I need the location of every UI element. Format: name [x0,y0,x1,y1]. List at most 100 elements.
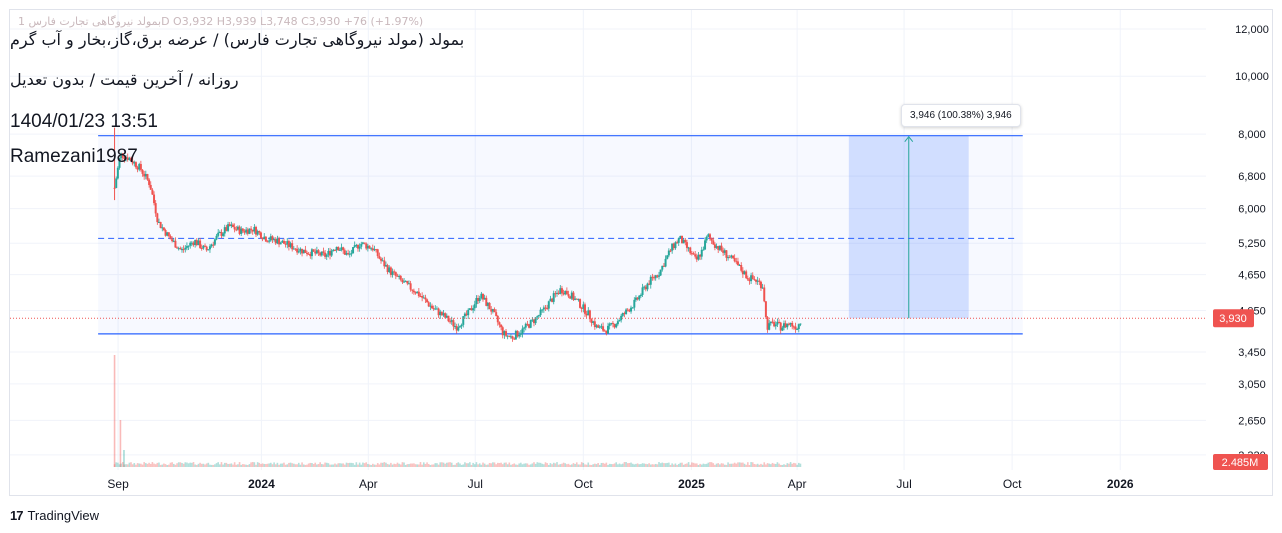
volume-bar [242,464,244,467]
candle-body [764,301,767,318]
volume-bar [373,464,376,467]
candle-body [126,157,129,160]
volume-bar [342,463,344,467]
candle-body [542,307,545,310]
candle-body [383,260,386,267]
candle-body [486,302,489,306]
candle-body [738,265,741,267]
x-axis-tick-label: Jul [468,477,483,491]
candle-body [485,297,488,306]
volume-bar [493,462,496,467]
candle-body [302,249,305,254]
volume-bar [783,464,785,467]
candle-body [759,281,762,289]
volume-bar [636,463,639,467]
volume-bar [710,462,713,467]
candle-body [554,293,557,295]
candle-body [684,239,687,243]
branding[interactable]: 17 TradingView [10,508,99,523]
candle-body [307,253,310,255]
volume-bar [575,462,578,467]
volume-bar [630,462,632,467]
volume-bar [676,464,678,467]
volume-bar [258,462,261,467]
volume-bar [437,464,440,467]
volume-bar [215,463,218,467]
candle-body [200,247,203,249]
volume-bar [487,464,489,467]
candle-body [310,249,313,257]
candle-body [625,309,628,315]
volume-bar [181,462,183,467]
candle-body [223,227,226,234]
volume-bar [552,462,555,467]
volume-bar [237,464,239,467]
candle-body [228,224,231,227]
volume-bar [725,464,728,467]
candle-body [195,240,198,246]
volume-bar [679,462,682,467]
candle-body [370,248,373,250]
volume-bar [477,464,479,467]
candle-body [133,162,136,164]
candle-body [506,335,509,337]
volume-bar [750,462,752,467]
candle-body [789,322,792,325]
candle-body [218,232,221,234]
volume-bar [603,463,606,467]
candle-body [381,260,384,262]
candle-body [411,289,414,291]
candle-body [189,242,192,246]
candle-body [373,249,376,251]
volume-bar [538,462,540,467]
candle-body [630,307,633,312]
volume-bar [631,463,634,467]
volume-bar [539,462,542,467]
candle-body [592,321,595,323]
volume-bar [250,462,252,467]
candle-body [751,275,754,280]
candle-body [434,308,437,310]
candle-body [398,275,401,277]
candle-body [495,312,498,316]
volume-bar [521,464,524,467]
volume-bar [348,462,351,467]
candle-body [261,238,264,240]
candle-body [570,292,573,299]
candle-body [493,309,496,313]
volume-bar [223,462,226,467]
volume-bar [556,462,558,467]
volume-bar [136,463,139,467]
volume-bar [640,464,642,467]
volume-bar [432,464,435,467]
candle-body [786,323,789,328]
y-axis-tick-label: 2,650 [1238,415,1266,427]
candle-body [682,239,685,244]
candle-body [199,240,202,248]
volume-bar [755,464,757,467]
candle-body [309,253,312,257]
volume-bar [753,463,756,467]
candle-body [616,321,619,325]
candle-body [297,251,300,253]
volume-bar [608,463,611,467]
candle-body [717,246,720,250]
candle-body [123,157,126,159]
volume-bar [441,462,443,467]
y-axis-tick-label: 4,650 [1238,270,1266,282]
candle-body [375,249,378,251]
volume-bar [434,463,437,467]
volume-bar [228,463,231,467]
volume-bar [464,462,466,467]
volume-bar [745,464,747,467]
volume-bar [590,464,593,467]
candle-body [562,292,565,295]
candle-body [312,249,315,252]
volume-bar [187,463,190,467]
volume-bar [562,462,565,467]
candle-body [325,254,328,257]
candle-body [620,315,623,321]
volume-bar [719,464,721,467]
candle-body [623,313,626,315]
